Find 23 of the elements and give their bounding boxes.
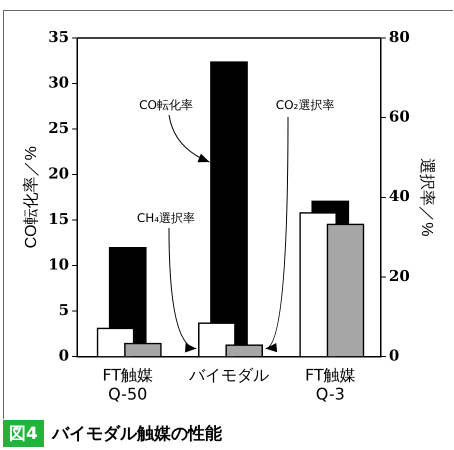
y-tick-label: 5 — [58, 300, 70, 319]
y2-tick-label: 80 — [388, 28, 410, 46]
y-tick-label: 35 — [48, 28, 70, 46]
caption: 図4 — [3, 420, 44, 446]
y-tick-label: 30 — [48, 73, 70, 92]
y-axis-title: CO転化率／% — [22, 146, 40, 248]
x-tick-label: バイモダル — [188, 365, 269, 384]
y2-tick-label: 20 — [388, 266, 410, 285]
y-tick-label: 10 — [48, 255, 70, 274]
text: CH₄選択率 — [136, 211, 196, 226]
y-tick-label: 25 — [48, 118, 70, 137]
y2-axis-title: 選択率／% — [418, 158, 436, 236]
x-tick-label: FT触媒 Q-50 — [102, 365, 154, 404]
text: バイモダル触媒の性能 — [52, 422, 222, 444]
y-tick-label: 15 — [48, 210, 70, 228]
y-tick-label: 20 — [48, 164, 70, 182]
y2-tick-label: 40 — [388, 187, 410, 206]
y2-tick-label: 0 — [388, 346, 400, 364]
text: CO₂選択率 — [276, 98, 334, 112]
y2-tick-label: 60 — [388, 108, 410, 126]
x-tick-label: FT触媒 Q-3 — [304, 365, 356, 404]
series-label: CO転化率 — [139, 98, 193, 112]
y-tick-label: 0 — [58, 346, 70, 364]
